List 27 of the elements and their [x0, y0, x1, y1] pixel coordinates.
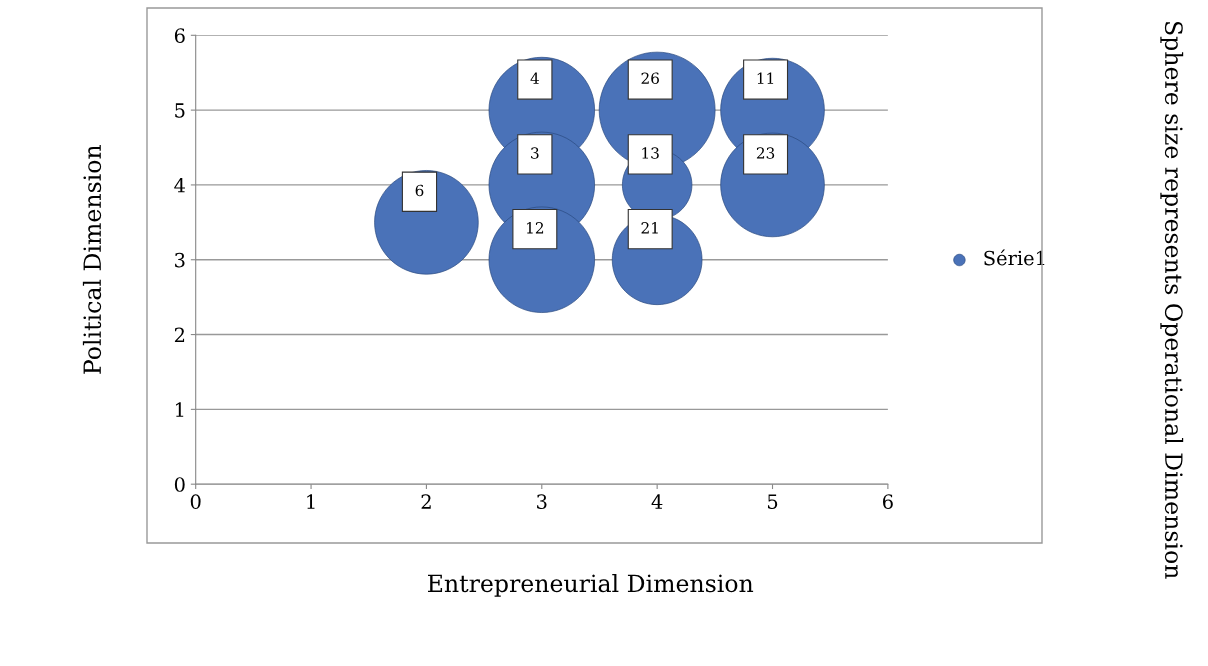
x-tick-label: 1: [307, 494, 315, 509]
x-tick-label: 5: [767, 494, 778, 509]
text: Sphere size represents Operational Dimension: [1160, 21, 1184, 579]
annotation: 12: [526, 222, 544, 234]
annotation: 4: [530, 72, 539, 84]
legend-label: Série1: [984, 249, 1045, 266]
y-tick-label: 1: [175, 402, 184, 417]
annotation: 3: [531, 147, 539, 159]
y-axis-title: Political Dimension: [82, 145, 102, 374]
y-tick-label: 0: [174, 477, 185, 492]
y-tick-label: 5: [175, 103, 185, 118]
y-tick-label: 6: [174, 28, 185, 43]
y-tick-label: 2: [174, 327, 185, 342]
x-tick-label: 3: [537, 494, 547, 509]
x-tick-label: 6: [882, 494, 893, 509]
annotation: 11: [757, 72, 774, 84]
annotation: 13: [642, 147, 659, 159]
x-tick-label: 2: [421, 494, 431, 509]
x-tick-label: 4: [651, 494, 663, 509]
annotation: 23: [756, 147, 775, 159]
annotation: 26: [641, 72, 659, 84]
y-tick-label: 4: [174, 177, 185, 193]
annotation: 21: [641, 222, 658, 234]
annotation: 6: [415, 184, 424, 197]
y-tick-label: 3: [175, 252, 185, 268]
x-axis-title: Entrepreneurial Dimension: [428, 573, 754, 597]
x-tick-label: 0: [190, 494, 201, 509]
